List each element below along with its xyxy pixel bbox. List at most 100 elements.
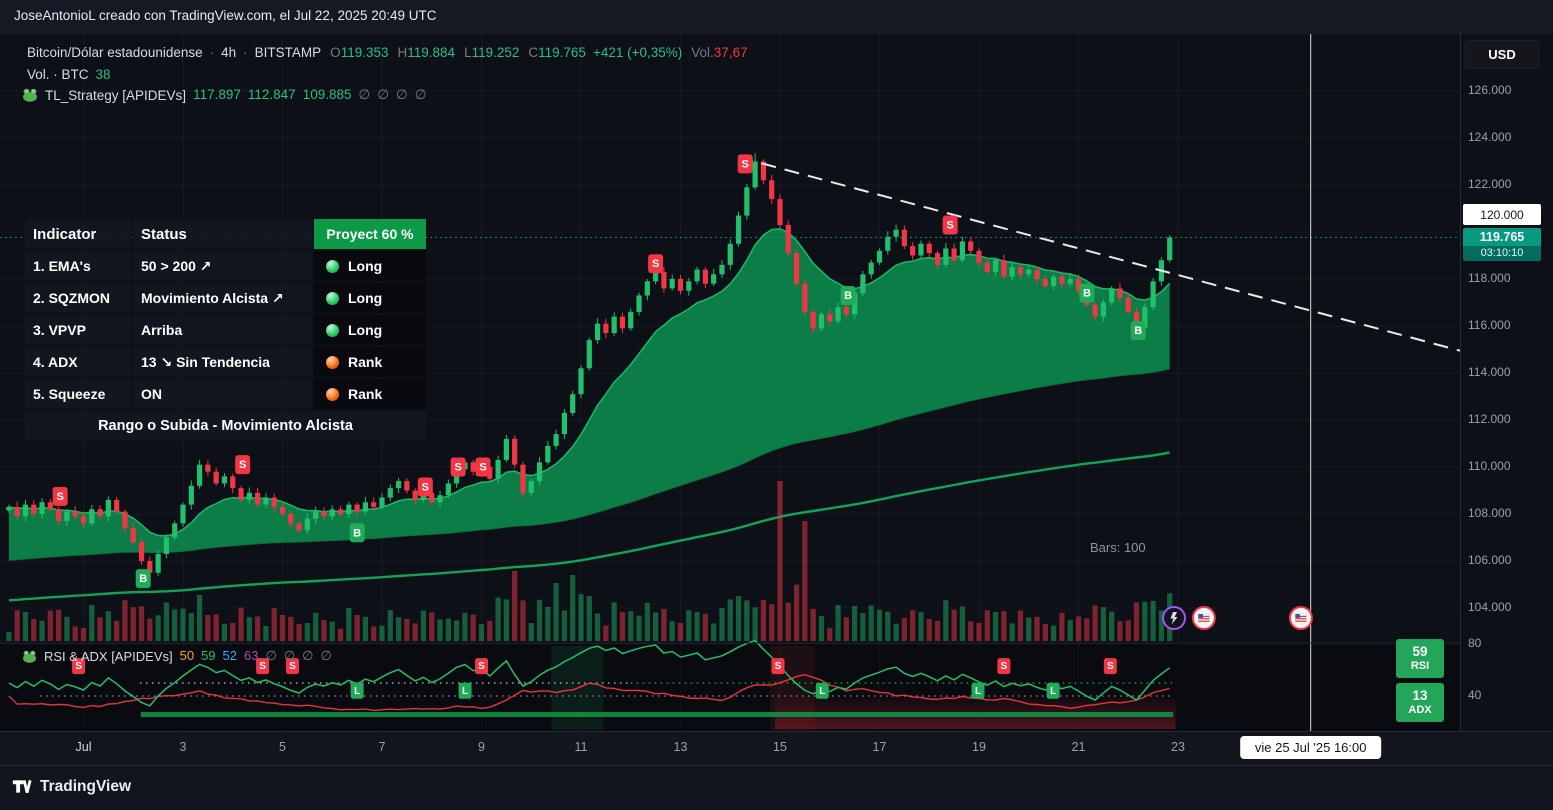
crosshair-date-badge: vie 25 Jul '25 16:00 <box>1239 736 1382 759</box>
signal-label: Long <box>348 290 383 306</box>
strategy-value: 112.847 <box>247 87 296 102</box>
rsi-long-signal: L <box>815 682 829 699</box>
indicator-name: 4. ADX <box>25 347 131 377</box>
rsi-long-signal: L <box>1046 682 1060 699</box>
price-axis-label: 108.000 <box>1468 506 1512 520</box>
empty-value: ∅ <box>265 648 277 663</box>
bar-countdown: 03:10:10 <box>1463 246 1541 261</box>
price-axis-label: 112.000 <box>1468 412 1511 426</box>
strategy-legend[interactable]: TL_Strategy [APIDEVs] 117.897 112.847 109.… <box>22 87 427 103</box>
ohlc-number: 119.884 <box>407 45 456 60</box>
indicator-signal: Long <box>314 315 426 345</box>
rsi-sell-signal: S <box>475 658 488 675</box>
rsi-axis-label: 80 <box>1468 636 1482 650</box>
indicator-signal: Long <box>314 283 426 313</box>
ohlc-label: L <box>464 45 472 60</box>
svg-text:B: B <box>1083 288 1091 300</box>
strategy-value: 109.885 <box>302 87 352 102</box>
high-value: H119.884 <box>398 45 456 60</box>
ohlc-number: 119.252 <box>471 45 520 60</box>
indicator-name: 2. SQZMON <box>25 283 131 313</box>
ema-ribbon <box>8 228 1171 602</box>
rsi-sell-signal: S <box>256 658 270 675</box>
price-axis-label: 124.000 <box>1468 130 1512 144</box>
svg-text:S: S <box>1001 661 1008 672</box>
interval-value: 4h <box>221 45 237 60</box>
time-axis[interactable]: vie 25 Jul '25 16:00 Jul 3 5 7 9 11 13 15 17 19 21… <box>0 731 1553 766</box>
svg-text:B: B <box>844 290 852 302</box>
symbol-name: Bitcoin/Dólar estadounidense <box>27 45 203 60</box>
sell-signal: S <box>417 477 433 497</box>
svg-text:S: S <box>75 661 82 672</box>
strategy-name: TL_Strategy [APIDEVs] <box>45 87 187 103</box>
ohlc-label: H <box>397 45 408 60</box>
adx-badge-value: 13 <box>1412 688 1428 704</box>
event-icons[interactable] <box>1162 606 1313 630</box>
rsi-badge-value: 59 <box>1412 644 1428 660</box>
economic-event-flag-icon[interactable] <box>1288 606 1313 630</box>
empty-value: ∅ <box>358 87 371 102</box>
indicator-signal: Rank <box>314 347 426 377</box>
svg-text:B: B <box>1134 325 1142 337</box>
trendline <box>737 156 1461 352</box>
price-axis-label: 104.000 <box>1468 600 1512 614</box>
currency-toggle-button[interactable]: USD <box>1465 40 1539 69</box>
rsi-signal-markers: S S S S S S S L L L L L <box>72 658 1117 699</box>
buy-signal: B <box>349 523 365 543</box>
svg-text:L: L <box>1050 686 1056 697</box>
svg-text:S: S <box>289 661 296 672</box>
ohlc-number: 119.765 <box>538 45 586 60</box>
svg-text:L: L <box>462 686 468 697</box>
rsi-sell-signal: S <box>771 658 785 675</box>
indicator-panel-footer: Rango o Subida - Movimiento Alcista <box>25 411 426 441</box>
rsi-sell-signal: S <box>72 658 86 675</box>
rsi-sell-signal: S <box>1103 658 1117 675</box>
volume-bars <box>6 481 1173 641</box>
time-tick: 9 <box>478 740 485 754</box>
svg-text:S: S <box>742 158 749 170</box>
lightning-event-icon[interactable] <box>1162 606 1187 630</box>
svg-text:S: S <box>479 462 486 474</box>
green-status-dot-icon <box>326 291 339 305</box>
sell-signal: S <box>52 486 68 506</box>
symbol-legend[interactable]: Bitcoin/Dólar estadounidense · 4h · BITSTAMP… <box>27 45 748 60</box>
ohlc-label: C <box>528 45 539 60</box>
sell-signal: S <box>942 215 958 235</box>
rsi-indicator-value: 59 <box>201 648 216 663</box>
rsi-legend[interactable]: RSI & ADX [APIDEVs] 50 59 52 63 ∅ ∅ ∅ ∅ <box>22 648 332 664</box>
price-axis-label: 110.000 <box>1468 459 1511 473</box>
close-value: C119.765 <box>528 45 586 60</box>
price-axis[interactable]: USD 120.000 119.765 03:10:10 126.000 124.… <box>1460 33 1553 731</box>
rsi-axis-label: 40 <box>1468 688 1482 702</box>
time-tick: 11 <box>574 740 588 754</box>
economic-event-flag-icon[interactable] <box>1191 606 1216 630</box>
svg-text:L: L <box>354 686 360 697</box>
indicator-name: 1. EMA's <box>25 251 131 281</box>
tradingview-logo[interactable]: TradingView <box>12 776 131 797</box>
separator-dot: · <box>243 45 248 60</box>
rsi-long-signal: L <box>971 682 985 699</box>
rsi-indicator-value: 63 <box>244 648 259 663</box>
volume-value: Vol.37,67 <box>691 45 747 60</box>
volume-number: 37,67 <box>713 45 748 60</box>
rsi-legend-values: 50 59 52 63 ∅ ∅ ∅ ∅ <box>180 648 332 664</box>
last-price-value: 119.765 <box>1463 228 1541 246</box>
time-tick: 17 <box>872 740 887 754</box>
svg-text:S: S <box>239 459 246 471</box>
rsi-long-signal: L <box>350 682 364 699</box>
rsi-indicator-value: 52 <box>222 648 238 663</box>
empty-value: ∅ <box>320 648 332 663</box>
svg-text:S: S <box>259 661 266 672</box>
signal-label: Rank <box>348 386 383 402</box>
rsi-badge-label: RSI <box>1410 659 1430 672</box>
sell-signal: S <box>450 457 466 477</box>
volume-legend[interactable]: Vol. · BTC 38 <box>27 67 111 82</box>
price-level-badge: 120.000 <box>1463 204 1541 225</box>
footer-bar: TradingView <box>0 765 1553 810</box>
rsi-sell-signal: S <box>997 658 1011 675</box>
time-tick: Jul <box>75 740 92 754</box>
indicator-signal: Rank <box>314 379 426 409</box>
time-tick: 15 <box>773 740 787 754</box>
indicator-signal: Long <box>314 251 426 281</box>
rsi-state-strip <box>140 712 1174 717</box>
